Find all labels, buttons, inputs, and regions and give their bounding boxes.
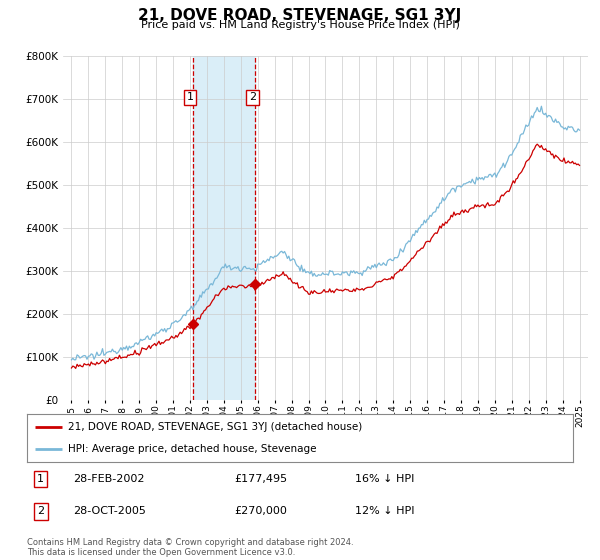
Text: 16% ↓ HPI: 16% ↓ HPI [355, 474, 414, 484]
Text: £270,000: £270,000 [235, 506, 287, 516]
Text: HPI: Average price, detached house, Stevenage: HPI: Average price, detached house, Stev… [68, 444, 316, 454]
Text: 2: 2 [37, 506, 44, 516]
Text: This data is licensed under the Open Government Licence v3.0.: This data is licensed under the Open Gov… [27, 548, 295, 557]
Text: 12% ↓ HPI: 12% ↓ HPI [355, 506, 414, 516]
Bar [193, 56, 255, 400]
Text: 1: 1 [37, 474, 44, 484]
Text: 28-OCT-2005: 28-OCT-2005 [73, 506, 146, 516]
Text: 21, DOVE ROAD, STEVENAGE, SG1 3YJ (detached house): 21, DOVE ROAD, STEVENAGE, SG1 3YJ (detac… [68, 422, 362, 432]
Text: 1: 1 [187, 92, 194, 102]
Text: £177,495: £177,495 [235, 474, 287, 484]
Text: 21, DOVE ROAD, STEVENAGE, SG1 3YJ: 21, DOVE ROAD, STEVENAGE, SG1 3YJ [139, 8, 461, 24]
Text: Contains HM Land Registry data © Crown copyright and database right 2024.: Contains HM Land Registry data © Crown c… [27, 538, 353, 547]
Text: 2: 2 [249, 92, 256, 102]
Text: 28-FEB-2002: 28-FEB-2002 [73, 474, 145, 484]
Text: Price paid vs. HM Land Registry's House Price Index (HPI): Price paid vs. HM Land Registry's House … [140, 20, 460, 30]
